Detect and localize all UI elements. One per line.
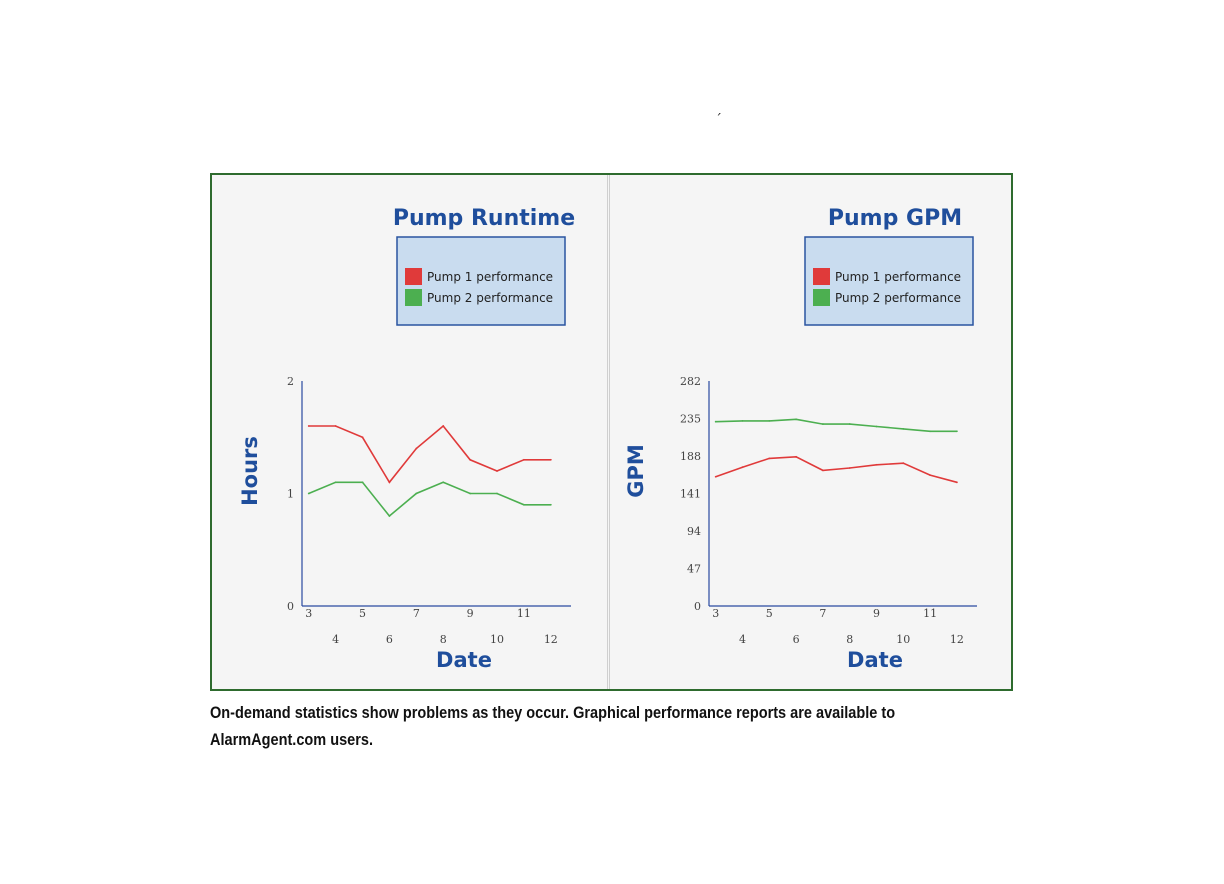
legend-label: Pump 2 performance bbox=[835, 291, 961, 305]
y-tick-label: 0 bbox=[694, 600, 701, 613]
data-point-pump-1 bbox=[496, 470, 498, 472]
data-point-pump-2 bbox=[469, 492, 472, 495]
data-point-pump-2 bbox=[741, 419, 744, 422]
data-point-pump-1 bbox=[388, 481, 391, 484]
x-tick-label: 7 bbox=[819, 607, 826, 620]
data-point-pump-2 bbox=[442, 481, 445, 484]
gpm-panel: Pump GPM Pump 1 performance Pump 2 perform… bbox=[610, 175, 1011, 689]
legend-box bbox=[804, 236, 974, 326]
data-point-pump-1 bbox=[929, 474, 931, 477]
data-point-pump-1 bbox=[307, 425, 310, 427]
data-point-pump-1 bbox=[956, 481, 958, 484]
data-point-pump-2 bbox=[415, 492, 418, 495]
x-tick-label: 6 bbox=[386, 633, 393, 646]
data-point-pump-2 bbox=[523, 503, 525, 506]
y-tick-label: 282 bbox=[680, 375, 701, 388]
chart-title: Pump GPM bbox=[828, 206, 962, 231]
x-tick-label: 5 bbox=[766, 607, 773, 620]
data-point-pump-1 bbox=[848, 467, 851, 469]
y-tick-label: 0 bbox=[287, 600, 294, 613]
data-point-pump-2 bbox=[496, 492, 498, 495]
runtime-chart: Pump Runtime Pump 1 performance Pump 2 per… bbox=[238, 206, 575, 672]
data-point-pump-2 bbox=[361, 481, 364, 484]
y-axis-label: GPM bbox=[624, 444, 648, 498]
data-point-pump-2 bbox=[956, 430, 958, 433]
x-tick-label: 6 bbox=[793, 633, 800, 646]
data-point-pump-2 bbox=[902, 427, 905, 430]
legend-swatch bbox=[813, 289, 830, 306]
data-point-pump-1 bbox=[469, 458, 472, 461]
data-point-pump-1 bbox=[523, 458, 525, 461]
y-tick-label: 2 bbox=[287, 375, 294, 388]
data-point-pump-2 bbox=[388, 515, 391, 517]
data-point-pump-1 bbox=[902, 462, 905, 465]
series-line-pump-2 bbox=[308, 481, 551, 518]
x-tick-label: 8 bbox=[440, 633, 447, 646]
data-point-pump-2 bbox=[822, 423, 824, 425]
data-point-pump-1 bbox=[741, 466, 744, 469]
legend-label: Pump 1 performance bbox=[835, 270, 961, 284]
data-point-pump-1 bbox=[795, 455, 797, 458]
data-point-pump-2 bbox=[875, 425, 878, 428]
y-tick-label: 188 bbox=[680, 450, 701, 463]
x-tick-label: 4 bbox=[739, 633, 746, 646]
data-point-pump-1 bbox=[768, 457, 771, 460]
x-tick-label: 5 bbox=[359, 607, 366, 620]
legend-box bbox=[396, 236, 566, 326]
x-tick-label: 3 bbox=[712, 607, 719, 620]
data-point-pump-1 bbox=[822, 469, 824, 472]
x-tick-label: 7 bbox=[413, 607, 420, 620]
data-point-pump-2 bbox=[795, 418, 797, 421]
series-line-pump-1 bbox=[715, 455, 958, 484]
data-point-pump-1 bbox=[714, 475, 717, 478]
runtime-panel: Pump Runtime Pump 1 performance Pump 2 per… bbox=[212, 175, 610, 689]
legend-swatch bbox=[405, 268, 422, 285]
x-axis-label: Date bbox=[847, 648, 903, 672]
legend-swatch bbox=[813, 268, 830, 285]
y-tick-label: 94 bbox=[687, 525, 701, 538]
x-tick-label: 9 bbox=[873, 607, 880, 620]
data-point-pump-1 bbox=[875, 463, 878, 466]
data-point-pump-2 bbox=[307, 492, 310, 495]
x-tick-label: 3 bbox=[305, 607, 312, 620]
y-tick-label: 235 bbox=[680, 413, 701, 426]
data-point-pump-1 bbox=[334, 425, 337, 427]
x-tick-label: 10 bbox=[896, 633, 910, 646]
x-tick-label: 12 bbox=[544, 633, 558, 646]
data-point-pump-2 bbox=[714, 420, 717, 423]
x-tick-label: 12 bbox=[950, 633, 964, 646]
data-point-pump-1 bbox=[361, 436, 364, 439]
x-tick-label: 9 bbox=[467, 607, 474, 620]
legend-label: Pump 1 performance bbox=[427, 270, 553, 284]
legend-swatch bbox=[405, 289, 422, 306]
data-point-pump-2 bbox=[549, 503, 552, 506]
figure-frame: Pump Runtime Pump 1 performance Pump 2 per… bbox=[210, 173, 1013, 691]
data-point-pump-1 bbox=[415, 447, 418, 450]
y-axis-label: Hours bbox=[238, 436, 262, 506]
y-tick-label: 141 bbox=[680, 488, 701, 501]
x-axis-label: Date bbox=[436, 648, 492, 672]
x-tick-label: 8 bbox=[846, 633, 853, 646]
data-point-pump-2 bbox=[768, 419, 771, 422]
x-tick-label: 10 bbox=[490, 633, 504, 646]
stray-mark: ´ bbox=[715, 112, 722, 128]
data-point-pump-1 bbox=[549, 458, 552, 461]
series-line-pump-1 bbox=[308, 424, 551, 484]
data-point-pump-2 bbox=[334, 481, 337, 484]
gpm-chart: Pump GPM Pump 1 performance Pump 2 perform… bbox=[624, 206, 977, 672]
x-tick-label: 11 bbox=[517, 607, 531, 620]
data-point-pump-2 bbox=[929, 430, 931, 433]
x-tick-label: 11 bbox=[923, 607, 937, 620]
series-line-pump-2 bbox=[715, 418, 957, 433]
x-tick-label: 4 bbox=[332, 633, 339, 646]
figure-caption: On-demand statistics show problems as th… bbox=[210, 704, 896, 749]
y-tick-label: 47 bbox=[687, 563, 701, 576]
legend-label: Pump 2 performance bbox=[427, 291, 553, 305]
y-tick-label: 1 bbox=[287, 488, 294, 501]
data-point-pump-1 bbox=[442, 425, 445, 427]
data-point-pump-2 bbox=[848, 423, 851, 425]
chart-title: Pump Runtime bbox=[393, 206, 575, 231]
